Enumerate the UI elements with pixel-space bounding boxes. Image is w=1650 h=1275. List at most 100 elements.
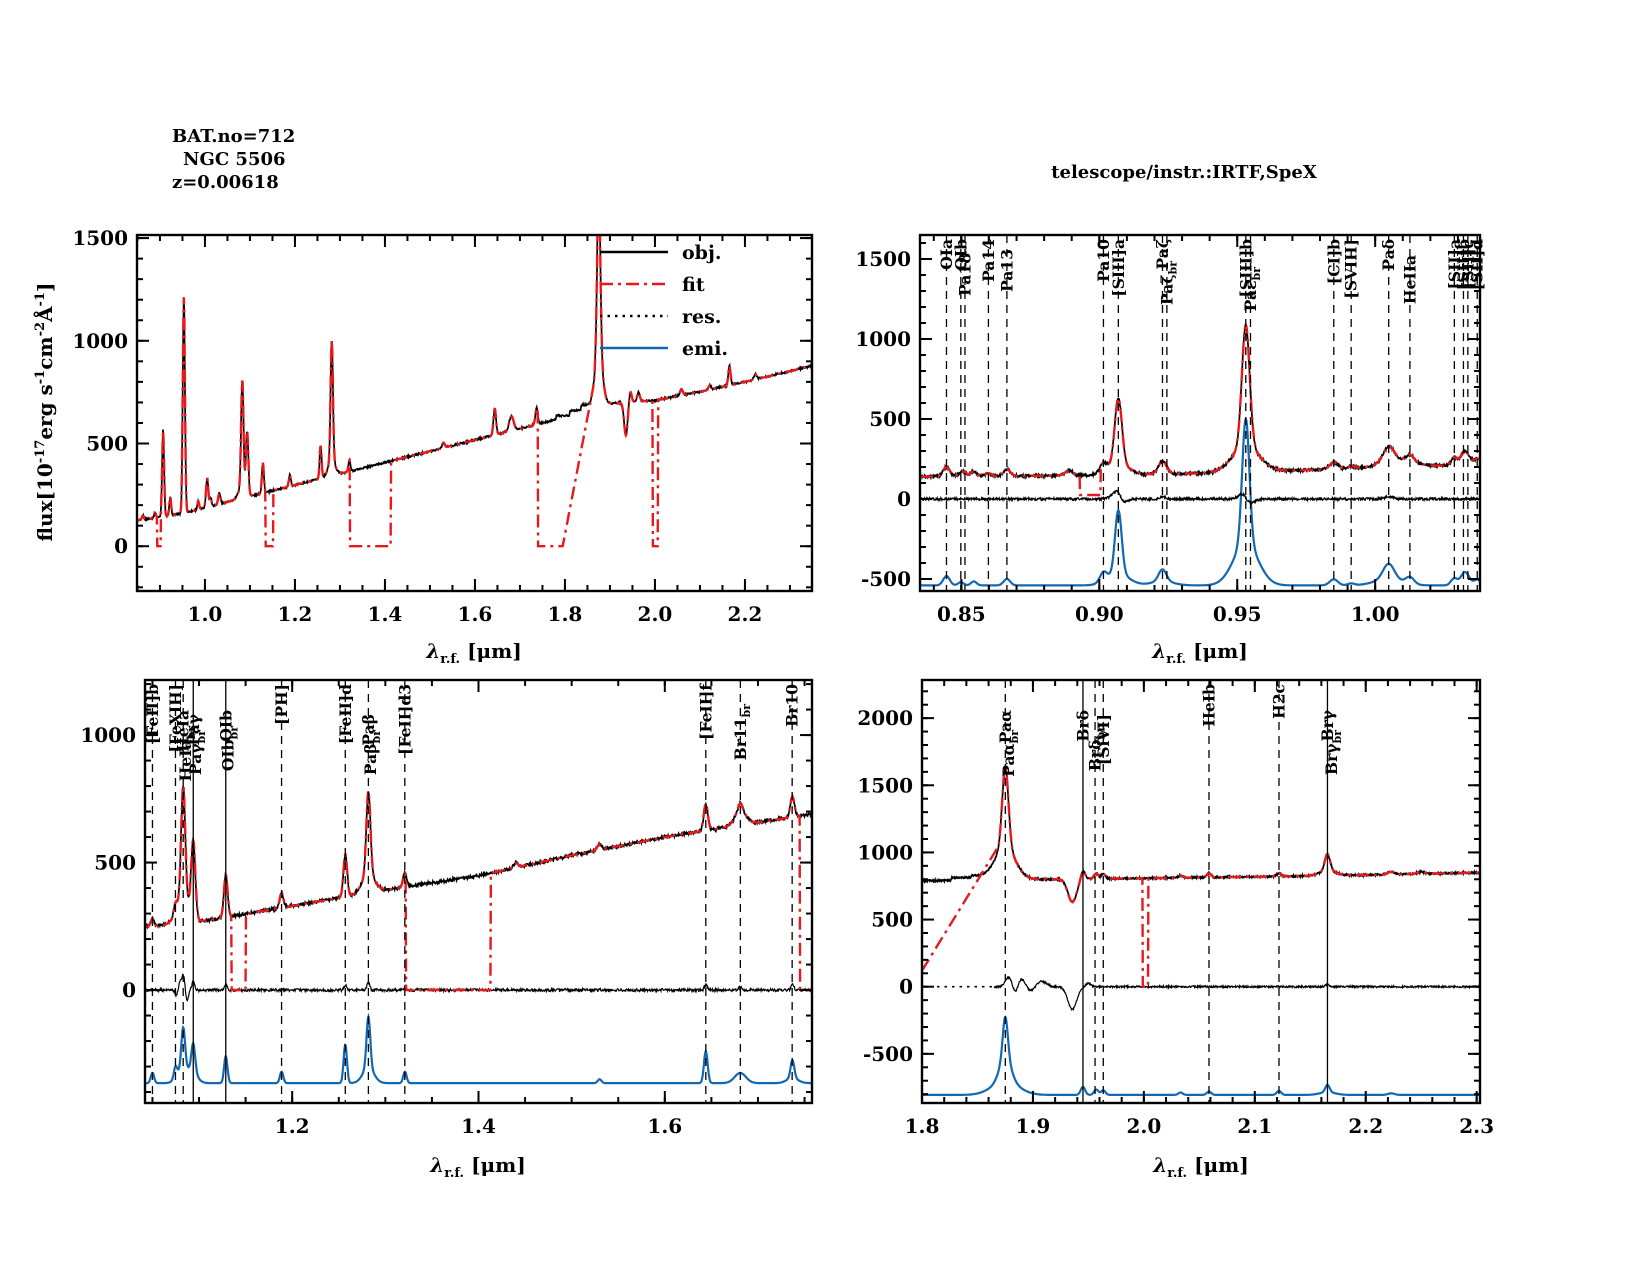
- line-label: OIa: [937, 239, 956, 270]
- line-label: [SiVI]: [1094, 714, 1113, 765]
- x-tick-label: 2.0: [638, 602, 673, 626]
- instrument-title: telescope/instr.:IRTF,SpeX: [1051, 162, 1317, 183]
- emission-curve: [145, 1012, 812, 1085]
- x-tick-label: 2.2: [728, 602, 763, 626]
- x-axis-label-bottom-right: λr.f. [μm]: [1152, 1153, 1249, 1181]
- axes-frame: [920, 678, 1482, 1105]
- fit-curve: [145, 785, 812, 992]
- curves-top-left: [137, 235, 812, 548]
- line-label: Paβbr: [361, 730, 383, 775]
- line-label: OIbbr: [218, 726, 240, 771]
- line-label: Paεbr: [1241, 267, 1263, 311]
- x-tick-label: 1.6: [647, 1114, 682, 1138]
- x-tick-label: 2.2: [1348, 1114, 1383, 1138]
- x-tick-label: 1.2: [275, 1114, 310, 1138]
- x-tick-label: 0.85: [937, 602, 986, 626]
- line-label: Paαbr: [999, 730, 1021, 777]
- line-label: [FeII]b: [143, 684, 162, 744]
- x-axis-label-bottom-left: λr.f. [μm]: [429, 1153, 526, 1181]
- x-tick-label: 1.4: [461, 1114, 496, 1138]
- line-label: [FeII]f: [696, 683, 715, 740]
- curves-top-right: [920, 322, 1480, 587]
- line-label: [CI]b: [1324, 239, 1343, 284]
- x-tick-label: 0.90: [1075, 602, 1124, 626]
- legend-label: fit: [682, 274, 705, 296]
- residual-curve: [993, 975, 1480, 1012]
- line-label: HeIabr: [176, 726, 198, 782]
- x-tick-label: 1.6: [458, 602, 493, 626]
- x-tick-label: 1.8: [905, 1114, 940, 1138]
- fit-curve: [922, 765, 1480, 988]
- line-label: Brδbr: [1086, 726, 1108, 771]
- line-label: HeIb: [1199, 684, 1218, 727]
- emission-curve: [922, 1015, 1480, 1096]
- flux-axis-label: flux[10-17erg s-1cm-2Å-1]: [33, 283, 57, 542]
- y-tick-label: 1500: [855, 247, 911, 271]
- line-label: [FeXIII]: [166, 684, 185, 752]
- axis-ticks: [921, 680, 1480, 1103]
- fit-curve: [137, 235, 812, 548]
- line-label: Brγ: [1318, 709, 1337, 741]
- x-tick-label: 1.4: [368, 602, 403, 626]
- line-label: Pa10: [1094, 239, 1113, 282]
- y-tick-label: 1000: [857, 840, 913, 864]
- x-tick-label: 1.8: [548, 602, 583, 626]
- y-tick-label: 0: [114, 534, 128, 558]
- x-tick-label: 2.1: [1237, 1114, 1272, 1138]
- axes-frame: [143, 678, 814, 1105]
- y-tick-label: 500: [869, 407, 911, 431]
- line-label: H2c: [1269, 684, 1288, 719]
- curves-bottom-left: [145, 784, 812, 1085]
- legend-label: obj.: [682, 242, 721, 264]
- line-label: [SII]c: [1458, 239, 1477, 289]
- y-tick-label: 1000: [72, 329, 128, 353]
- y-tick-label: 500: [86, 432, 128, 456]
- curves-bottom-right: [922, 765, 1480, 1096]
- y-tick-label: 1500: [857, 773, 913, 797]
- y-tick-label: 2000: [857, 706, 913, 730]
- line-label: Paγbr: [186, 730, 208, 775]
- x-tick-label: 2.3: [1459, 1114, 1494, 1138]
- line-label: [SVIII]: [1342, 239, 1361, 299]
- line-label: Paζ: [1153, 239, 1172, 269]
- header-redshift: z=0.00618: [172, 172, 279, 193]
- line-label: [SIII]a: [1109, 239, 1128, 297]
- x-tick-label: 1.00: [1351, 602, 1400, 626]
- line-label: Paβ: [359, 714, 378, 746]
- line-label: Pa18: [955, 253, 974, 296]
- line-label: Paγ: [184, 713, 203, 745]
- line-label: OIb: [951, 239, 970, 271]
- line-label: Brδ: [1073, 710, 1092, 742]
- x-axis-label-top-left: λr.f. [μm]: [425, 639, 522, 667]
- y-tick-label: -500: [863, 1042, 913, 1066]
- line-label: HeIa: [174, 710, 193, 752]
- line-label: [SII]a: [1445, 239, 1464, 289]
- y-tick-label: -500: [861, 567, 911, 591]
- residual-curve: [920, 489, 1480, 506]
- y-tick-label: 1000: [80, 723, 136, 747]
- x-tick-label: 0.95: [1213, 602, 1262, 626]
- emission-curve: [920, 418, 1480, 587]
- line-label: [SII]d: [1468, 239, 1487, 290]
- axes-frame: [918, 233, 1482, 593]
- line-label: Pa13: [997, 249, 1016, 292]
- x-tick-label: 1.2: [278, 602, 313, 626]
- y-tick-label: 1500: [72, 226, 128, 250]
- y-tick-label: 500: [871, 908, 913, 932]
- fit-curve: [920, 324, 1480, 497]
- legend-label: res.: [682, 306, 721, 328]
- x-tick-label: 2.0: [1126, 1114, 1161, 1138]
- y-tick-label: 500: [94, 851, 136, 875]
- plots-layer: 1.0 1.2 1.4 1.6 1.8 2.0 2.2 0 500 1000 1500 obj. fit…: [72, 226, 1494, 1138]
- line-label: Paδ: [1379, 239, 1398, 271]
- panel-top-left: 1.0 1.2 1.4 1.6 1.8 2.0 2.2 0 500 1000 1500 obj. fit…: [72, 226, 814, 626]
- axis-ticks: [136, 235, 812, 591]
- y-tick-label: 0: [122, 978, 136, 1002]
- line-label: Br11br: [731, 704, 753, 761]
- line-label: Paζbr: [1157, 261, 1179, 305]
- x-tick-label: 1.9: [1016, 1114, 1051, 1138]
